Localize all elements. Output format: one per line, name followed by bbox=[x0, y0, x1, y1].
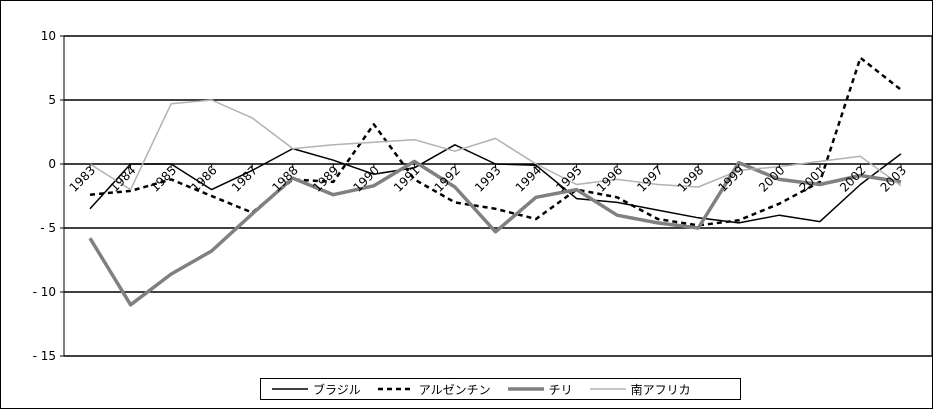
legend-swatch bbox=[589, 388, 626, 390]
legend-swatch bbox=[272, 388, 308, 390]
legend-item: 南アフリカ bbox=[589, 381, 691, 398]
legend: ブラジル アルゼンチン チリ 南アフリカ bbox=[260, 378, 741, 400]
y-tick-label: - 15 bbox=[33, 349, 56, 363]
series-line bbox=[89, 56, 902, 227]
legend-item: ブラジル bbox=[271, 381, 361, 398]
legend-label: ブラジル bbox=[313, 382, 361, 397]
legend-swatch bbox=[377, 387, 414, 391]
y-tick-label: - 5 bbox=[40, 221, 56, 235]
legend-swatch bbox=[507, 387, 544, 391]
y-tick-label: - 10 bbox=[33, 285, 56, 299]
y-tick-label: 0 bbox=[48, 157, 56, 171]
y-tick-label: 5 bbox=[48, 93, 56, 107]
y-tick-label: 10 bbox=[41, 29, 56, 43]
legend-label: アルゼンチン bbox=[418, 382, 491, 397]
legend-item: アルゼンチン bbox=[377, 381, 491, 398]
legend-label: チリ bbox=[548, 382, 573, 397]
y-axis: 10 5 0 - 5 - 10 - 15 bbox=[33, 29, 64, 363]
series-line bbox=[88, 159, 902, 307]
plot-area bbox=[63, 35, 933, 357]
series-line bbox=[89, 99, 902, 191]
legend-item: チリ bbox=[507, 381, 573, 398]
legend-label: 南アフリカ bbox=[630, 382, 691, 397]
